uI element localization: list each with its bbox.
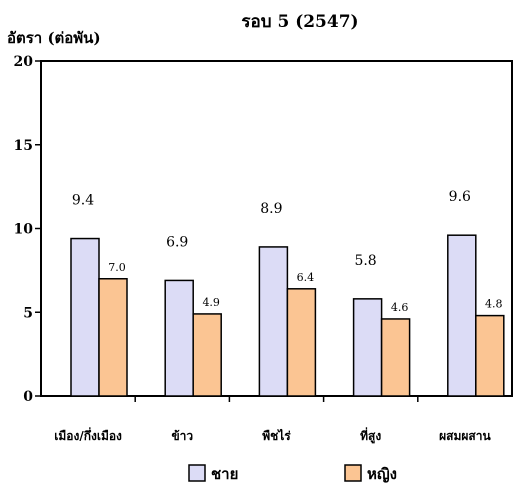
- y-tick-label: 15: [14, 138, 33, 154]
- x-category-label: เมือง/กึ่งเมือง: [54, 427, 122, 443]
- bar-female: [475, 314, 505, 397]
- bar-male: [447, 234, 477, 397]
- bar-female: [286, 288, 317, 397]
- data-label-female: 4.8: [485, 298, 503, 311]
- bar-male: [258, 246, 289, 397]
- data-label-female: 7.0: [108, 261, 126, 274]
- chart-title: รอบ 5 (2547): [241, 12, 358, 32]
- y-tick-label: 5: [23, 305, 33, 321]
- legend-swatch-female: [344, 464, 362, 482]
- data-label-male: 6.9: [166, 234, 188, 250]
- plot-area: 0 5 10 15 20 9.4 7.0 เมือง/กึ่งเมือง 6.9 4.9 ข้าว 8…: [14, 54, 513, 444]
- y-tick-label: 0: [23, 389, 33, 405]
- data-label-female: 6.4: [297, 271, 315, 284]
- data-label-male: 9.6: [449, 189, 471, 205]
- data-label-male: 8.9: [260, 201, 282, 217]
- legend-label-female: หญิง: [367, 465, 397, 483]
- data-label-female: 4.6: [391, 301, 409, 314]
- bar-male: [352, 298, 383, 397]
- legend: ชาย หญิง: [188, 464, 397, 483]
- bar-male: [70, 237, 100, 397]
- bar-male: [164, 279, 194, 397]
- data-label-female: 4.9: [202, 296, 220, 309]
- data-label-male: 9.4: [72, 193, 94, 209]
- bar-female: [98, 278, 128, 397]
- y-tick-label: 10: [14, 222, 34, 238]
- y-tick-label: 20: [14, 54, 34, 70]
- data-label-male: 5.8: [354, 253, 376, 269]
- bar-female: [192, 313, 222, 397]
- x-category-label: พืชไร่: [262, 428, 291, 443]
- legend-label-male: ชาย: [211, 465, 238, 483]
- x-category-label: ผสมผสาน: [439, 429, 491, 443]
- x-category-label: ที่สูง: [360, 427, 381, 444]
- x-category-label: ข้าว: [171, 429, 193, 443]
- bar-female: [380, 318, 411, 397]
- y-axis-label: อัตรา (ต่อพัน): [7, 29, 101, 47]
- legend-swatch-male: [188, 464, 206, 482]
